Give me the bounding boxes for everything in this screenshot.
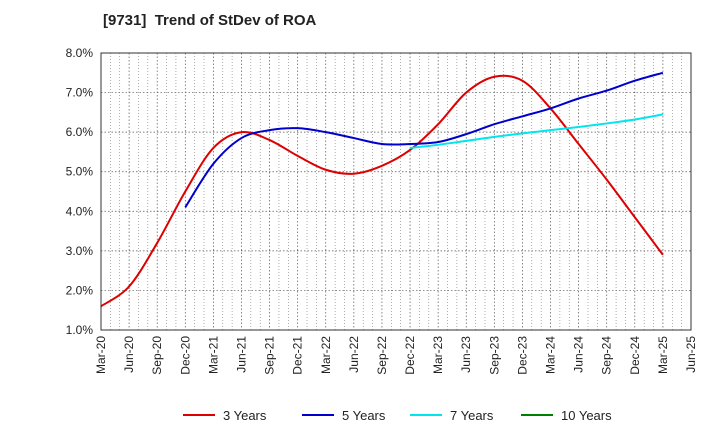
legend-label: 7 Years xyxy=(450,408,494,423)
y-tick-label: 7.0% xyxy=(66,86,94,100)
x-tick-label: Mar-21 xyxy=(206,336,220,374)
legend-label: 10 Years xyxy=(561,408,612,423)
grid xyxy=(100,52,692,331)
y-tick-label: 6.0% xyxy=(66,125,94,139)
legend-label: 5 Years xyxy=(342,408,386,423)
y-tick-label: 8.0% xyxy=(66,46,94,60)
x-tick-label: Dec-20 xyxy=(178,336,192,375)
x-tick-label: Mar-22 xyxy=(319,336,333,374)
y-tick-label: 4.0% xyxy=(66,204,94,218)
x-tick-label: Sep-21 xyxy=(263,336,277,375)
x-axis: Mar-20 Jun-20 Sep-20 Dec-20 Mar-21 Jun-21 Sep-… xyxy=(94,336,698,375)
legend: 3 Years 5 Years 7 Years 10 Years xyxy=(183,408,612,423)
y-tick-label: 2.0% xyxy=(66,283,94,297)
x-tick-label: Jun-21 xyxy=(234,336,248,373)
y-tick-label: 1.0% xyxy=(66,323,94,337)
x-tick-label: Mar-20 xyxy=(94,336,108,374)
series-line-1 xyxy=(100,74,664,308)
series-line-3 xyxy=(409,113,664,149)
x-tick-label: Dec-24 xyxy=(628,336,642,375)
x-tick-label: Jun-22 xyxy=(347,336,361,373)
x-tick-label: Mar-24 xyxy=(544,336,558,374)
series-lines xyxy=(100,71,664,308)
x-tick-label: Mar-23 xyxy=(431,336,445,374)
y-tick-label: 5.0% xyxy=(66,165,94,179)
x-tick-label: Mar-25 xyxy=(656,336,670,374)
x-tick-label: Sep-20 xyxy=(150,336,164,375)
legend-label: 3 Years xyxy=(223,408,267,423)
x-tick-label: Jun-23 xyxy=(459,336,473,373)
x-tick-label: Sep-24 xyxy=(600,336,614,375)
series-line-2 xyxy=(184,71,664,208)
x-tick-label: Jun-25 xyxy=(684,336,698,373)
x-tick-label: Sep-22 xyxy=(375,336,389,375)
y-axis: 1.0% 2.0% 3.0% 4.0% 5.0% 6.0% 7.0% 8.0% xyxy=(66,46,94,337)
x-tick-label: Jun-24 xyxy=(572,336,586,373)
y-tick-label: 3.0% xyxy=(66,244,94,258)
x-tick-label: Dec-22 xyxy=(403,336,417,375)
x-tick-label: Sep-23 xyxy=(487,336,501,375)
x-tick-label: Dec-21 xyxy=(291,336,305,375)
chart-title: [9731] Trend of StDev of ROA xyxy=(103,12,317,29)
x-tick-label: Jun-20 xyxy=(122,336,136,373)
x-tick-label: Dec-23 xyxy=(515,336,529,375)
plot-frame xyxy=(100,52,692,331)
